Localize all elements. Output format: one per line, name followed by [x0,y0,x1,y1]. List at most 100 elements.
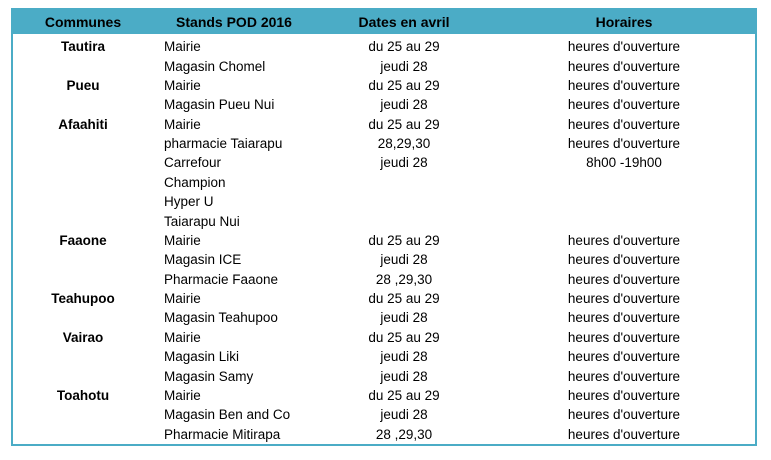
cell-date: du 25 au 29 [368,77,440,93]
table-row: Taiarapu Nui [13,211,755,230]
table-row: Teahupoo Mairie du 25 au 29 heures d'ouv… [13,289,755,308]
cell-commune: Tautira [60,38,105,54]
cell-horaire: heures d'ouverture [567,58,681,74]
cell-commune [13,405,153,424]
cell-horaire: heures d'ouverture [567,291,681,306]
cell-commune [13,308,153,327]
cell-horaire: heures d'ouverture [567,252,681,268]
cell-date: jeudi 28 [380,407,428,423]
cell-date: 28 ,29,30 [375,426,433,442]
cell-commune: Teahupoo [51,291,115,306]
cell-horaire: heures d'ouverture [567,349,681,365]
cell-commune [13,366,153,385]
cell-commune [13,134,153,153]
cell-stand: Champion [164,174,226,190]
cell-date: jeudi 28 [380,310,428,326]
cell-horaire: heures d'ouverture [567,77,681,93]
cell-horaire: heures d'ouverture [567,310,681,326]
cell-commune [13,347,153,366]
cell-stand: Magasin Chomel [164,58,266,74]
cell-horaire: heures d'ouverture [567,407,681,423]
table-row: Pharmacie Mitirapa 28 ,29,30 heures d'ou… [13,424,755,444]
cell-horaire [493,192,755,211]
cell-date: du 25 au 29 [368,387,440,403]
column-header-stands: Stands POD 2016 [153,10,315,37]
cell-commune [13,424,153,444]
cell-date: du 25 au 29 [368,38,440,54]
cell-stand: Mairie [164,116,201,132]
table-row: Toahotu Mairie du 25 au 29 heures d'ouve… [13,386,755,405]
table-row: Pueu Mairie du 25 au 29 heures d'ouvertu… [13,76,755,95]
table-row: Magasin Teahupoo jeudi 28 heures d'ouver… [13,308,755,327]
cell-stand: Magasin Ben and Co [164,407,291,423]
cell-stand: Mairie [164,387,201,403]
cell-stand: Magasin Liki [164,349,240,365]
cell-date: jeudi 28 [380,58,428,74]
cell-stand: Mairie [164,77,201,93]
cell-commune [13,173,153,192]
table-row: Magasin Chomel jeudi 28 heures d'ouvertu… [13,56,755,75]
table-header: Communes Stands POD 2016 Dates en avril … [13,10,755,37]
cell-stand: Magasin ICE [164,252,242,268]
table-row: Carrefour jeudi 28 8h00 -19h00 [13,153,755,172]
cell-horaire [493,211,755,230]
pod-stands-table: Communes Stands POD 2016 Dates en avril … [13,10,755,444]
cell-date: jeudi 28 [380,97,428,113]
cell-stand: Taiarapu Nui [164,213,240,229]
cell-date: du 25 au 29 [368,291,440,306]
cell-horaire [493,173,755,192]
cell-commune [13,211,153,230]
cell-stand: Magasin Pueu Nui [164,97,275,113]
cell-date: 28 ,29,30 [375,271,433,287]
table-row: pharmacie Taiarapu 28,29,30 heures d'ouv… [13,134,755,153]
cell-commune: Vairao [62,329,104,345]
table-row: Magasin ICE jeudi 28 heures d'ouverture [13,250,755,269]
table-row: Vairao Mairie du 25 au 29 heures d'ouver… [13,328,755,347]
table-row: Magasin Liki jeudi 28 heures d'ouverture [13,347,755,366]
cell-stand: Pharmacie Mitirapa [164,426,281,442]
table-body: Tautira Mairie du 25 au 29 heures d'ouve… [13,35,755,444]
cell-commune [13,192,153,211]
table-row: Hyper U [13,192,755,211]
cell-date: jeudi 28 [380,252,428,268]
cell-horaire: heures d'ouverture [567,271,681,287]
cell-horaire: heures d'ouverture [567,136,681,151]
pod-stands-table-container: Communes Stands POD 2016 Dates en avril … [11,8,757,446]
cell-stand: Carrefour [164,155,222,171]
cell-stand: Mairie [164,38,201,54]
cell-stand: Mairie [164,329,201,345]
cell-horaire: 8h00 -19h00 [586,155,662,171]
column-header-communes: Communes [13,10,153,37]
column-header-dates: Dates en avril [315,10,493,37]
cell-horaire: heures d'ouverture [567,232,681,248]
cell-commune [13,153,153,172]
column-header-horaires: Horaires [493,10,755,37]
cell-commune [13,56,153,75]
table-row: Champion [13,173,755,192]
cell-commune [13,95,153,114]
table-row: Tautira Mairie du 25 au 29 heures d'ouve… [13,35,755,56]
cell-commune: Faaone [59,232,107,248]
cell-date: jeudi 28 [380,368,428,384]
cell-date: du 25 au 29 [368,116,440,132]
cell-horaire: heures d'ouverture [567,97,681,113]
table-row: Faaone Mairie du 25 au 29 heures d'ouver… [13,231,755,250]
cell-commune: Toahotu [56,387,110,403]
cell-stand: Mairie [164,232,201,248]
table-row: Magasin Pueu Nui jeudi 28 heures d'ouver… [13,95,755,114]
cell-stand: Magasin Samy [164,368,254,384]
cell-stand: pharmacie Taiarapu [164,136,283,151]
table-row: Afaahiti Mairie du 25 au 29 heures d'ouv… [13,114,755,133]
cell-date: 28,29,30 [377,136,431,151]
cell-commune: Pueu [66,77,100,93]
cell-stand: Hyper U [164,194,214,210]
table-header-row: Communes Stands POD 2016 Dates en avril … [13,10,755,37]
cell-stand: Mairie [164,291,201,306]
cell-commune [13,269,153,288]
cell-stand: Magasin Teahupoo [164,310,278,326]
cell-date: du 25 au 29 [368,329,440,345]
cell-date [315,192,493,211]
cell-date [315,173,493,192]
cell-commune: Afaahiti [58,116,108,132]
table-row: Magasin Ben and Co jeudi 28 heures d'ouv… [13,405,755,424]
